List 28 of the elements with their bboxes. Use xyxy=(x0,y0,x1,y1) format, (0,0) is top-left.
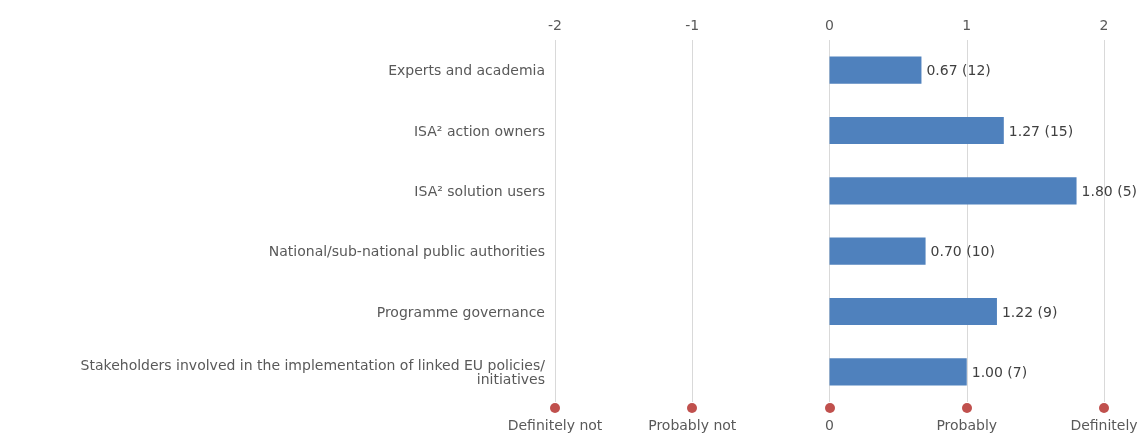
data-label: 1.80 (5) xyxy=(1081,182,1137,199)
text: 0 xyxy=(825,417,834,433)
text: Probably xyxy=(936,417,998,433)
x-tick-label: 1 xyxy=(962,17,972,33)
x-tick-label: -1 xyxy=(685,17,700,33)
x-tick-label: -2 xyxy=(548,17,562,33)
text: Definitely not xyxy=(507,417,603,433)
bar xyxy=(829,56,922,84)
y-tick-label: Stakeholders involved in the implementation of linked EU policies/initiatives xyxy=(80,356,546,387)
data-label: 0.67 (12) xyxy=(926,62,991,79)
x-tick-label: 2 xyxy=(1099,17,1109,33)
text: Probably not xyxy=(648,417,737,433)
data-label: 1.27 (15) xyxy=(1008,122,1074,139)
bar xyxy=(829,116,1004,145)
x-tick-label: 0 xyxy=(825,17,834,33)
bar xyxy=(829,297,997,326)
bar xyxy=(829,177,1077,205)
y-tick-label: Programme governance xyxy=(376,303,545,320)
y-tick-label: ISA² solution users xyxy=(414,182,545,199)
bar xyxy=(829,237,926,265)
y-tick-label: ISA² action owners xyxy=(413,122,545,139)
data-label: 0.70 (10) xyxy=(930,243,995,260)
y-tick-label: National/sub-national public authorities xyxy=(268,243,545,260)
bar xyxy=(829,358,967,386)
data-label: 1.00 (7) xyxy=(971,363,1028,380)
y-tick-label: Experts and academia xyxy=(388,62,545,79)
data-label: 1.22 (9) xyxy=(1001,303,1058,320)
text: Definitely xyxy=(1070,417,1138,433)
